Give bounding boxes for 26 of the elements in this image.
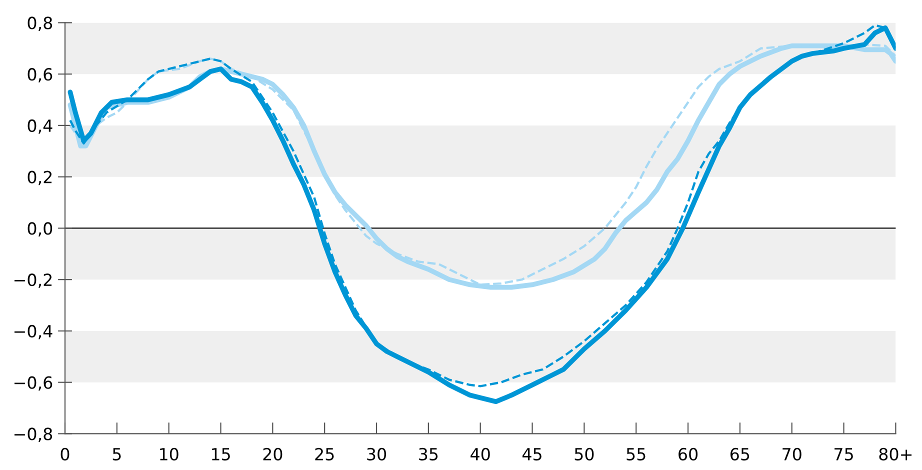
y-tick-label: −0,6	[14, 376, 52, 391]
x-tick-label: 75	[834, 448, 853, 460]
x-tick-label: 45	[522, 448, 542, 460]
x-tick-label: 50	[574, 448, 594, 460]
y-tick-label: 0,2	[28, 170, 52, 186]
y-tick-label: 0,8	[28, 16, 52, 31]
y-tick-label: −0,4	[14, 324, 52, 340]
x-tick-label: 55	[626, 448, 646, 460]
y-tick-label: −0,8	[14, 428, 52, 442]
x-tick-label: 25	[315, 448, 334, 460]
x-tick-label: 70	[782, 448, 802, 460]
x-tick-label: 5	[112, 448, 121, 460]
x-tick-label: 40	[470, 448, 490, 460]
x-tick-label: 35	[419, 448, 438, 460]
y-tick-label: 0,6	[28, 68, 52, 82]
x-tick-label: 0	[60, 448, 70, 460]
x-tick-label: 15	[212, 448, 230, 460]
y-tick-label: 0,0	[28, 222, 52, 236]
y-tick-label: −0,2	[14, 274, 52, 288]
x-tick-label: 65	[730, 448, 750, 460]
x-tick-label: 20	[263, 448, 282, 460]
x-tick-label: 60	[678, 448, 698, 460]
x-tick-label: 10	[160, 448, 178, 460]
x-tick-label: 30	[367, 448, 386, 460]
y-tick-label: 0,4	[28, 119, 52, 134]
x-tick-label: 80+	[879, 448, 912, 460]
